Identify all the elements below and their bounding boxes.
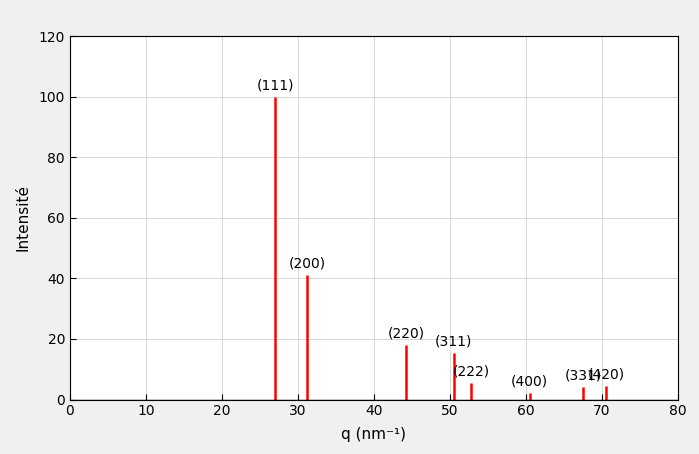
Text: (331): (331) [564, 369, 602, 383]
X-axis label: q (nm⁻¹): q (nm⁻¹) [342, 427, 406, 442]
Text: (400): (400) [511, 375, 548, 389]
Text: (200): (200) [289, 257, 326, 271]
Text: (222): (222) [453, 364, 490, 378]
Y-axis label: Intensité: Intensité [15, 184, 30, 252]
Text: (311): (311) [435, 334, 473, 348]
Text: (420): (420) [587, 367, 624, 381]
Text: (111): (111) [257, 78, 294, 92]
Text: (220): (220) [387, 326, 424, 340]
